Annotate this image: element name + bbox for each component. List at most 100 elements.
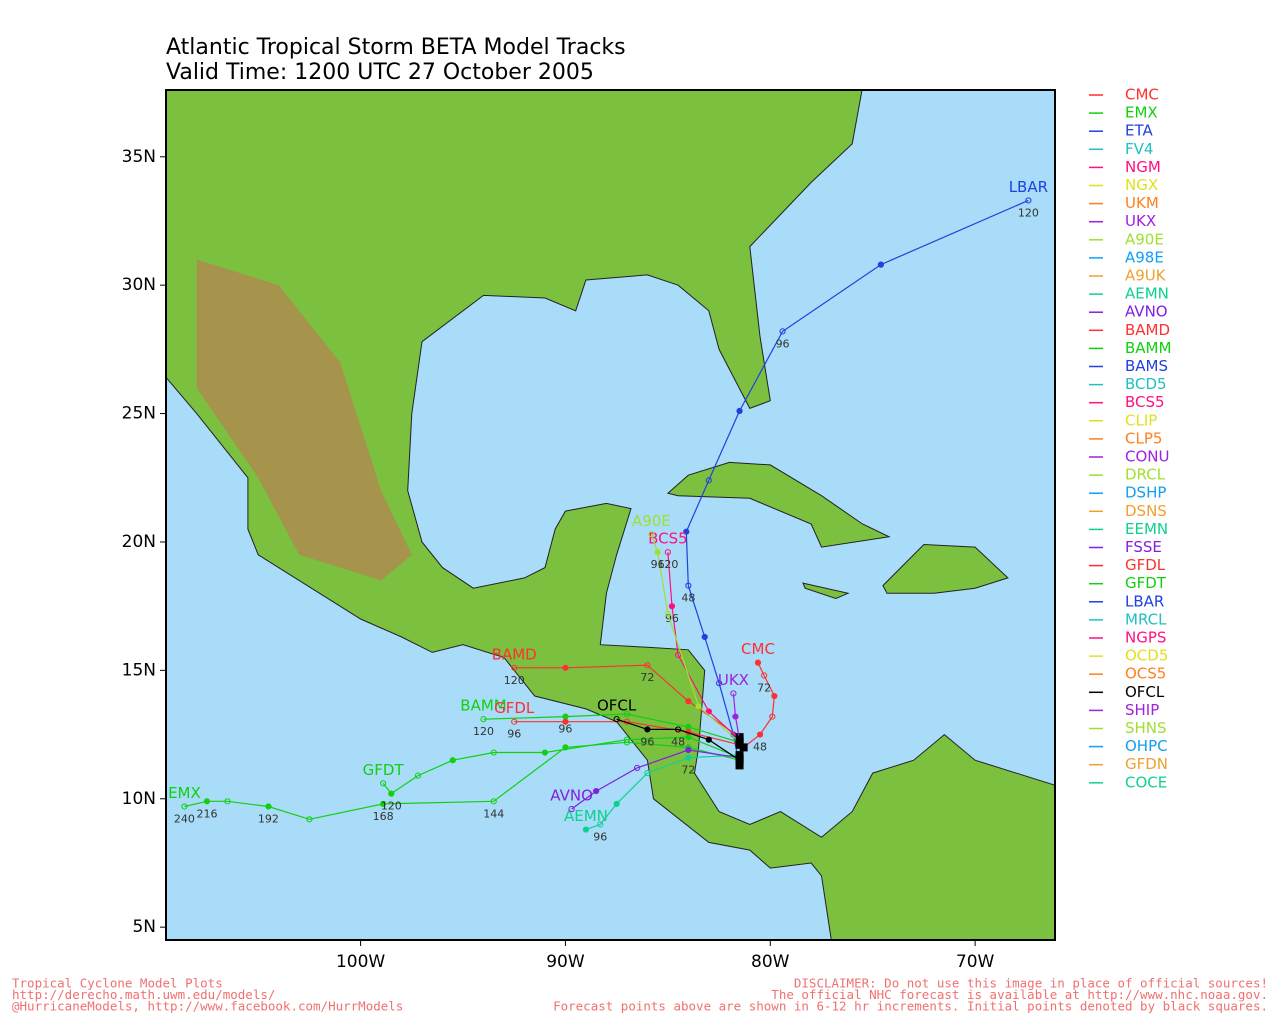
forecast-point [705, 736, 712, 743]
forecast-point [380, 780, 387, 787]
forecast-point [754, 659, 762, 666]
forecast-point [613, 716, 620, 723]
footer-left: @HurricaneModels, http://www.facebook.co… [12, 999, 403, 1014]
y-tick-label: 15N [122, 660, 156, 680]
footer-right: Forecast points above are shown in 6-12 … [553, 999, 1268, 1014]
legend-label: BAMD [1125, 321, 1170, 339]
hour-label: 72 [757, 681, 771, 694]
initial-point [739, 743, 748, 752]
legend-label: OCD5 [1125, 647, 1168, 665]
legend-label: UKM [1125, 194, 1159, 212]
legend-label: EEMN [1125, 520, 1168, 538]
forecast-point [480, 716, 487, 723]
forecast-point [644, 769, 651, 777]
hour-label: 216 [196, 807, 217, 820]
footer-right: DISCLAIMER: Do not use this image in pla… [794, 976, 1268, 991]
forecast-point [771, 692, 778, 700]
track-label: AEMN [564, 807, 608, 825]
legend-label: BCS5 [1125, 393, 1165, 411]
x-tick-label: 90W [546, 952, 585, 972]
forecast-point [597, 821, 604, 828]
axes: 100W 90W 80W 70W 5N 10N 15N 20N 25N 30N 35N [122, 147, 995, 972]
initial-point [735, 756, 744, 765]
forecast-point [683, 528, 690, 535]
legend-label: CONU [1125, 448, 1169, 466]
forecast-point [685, 734, 692, 741]
forecast-point [701, 633, 708, 641]
forecast-point [644, 726, 651, 733]
track-label: BAMM [460, 697, 506, 715]
footer-right: The official NHC forecast is available a… [771, 987, 1268, 1002]
legend-label: CLP5 [1125, 429, 1162, 447]
track-label: AVNO [550, 787, 593, 805]
track-label: GFDT [363, 761, 405, 779]
legend-label: NGPS [1125, 629, 1166, 647]
hour-label: 120 [381, 800, 402, 813]
forecast-point [562, 664, 569, 671]
hour-label: 96 [640, 735, 654, 748]
forecast-point [648, 531, 655, 538]
legend-label: LBAR [1125, 592, 1164, 610]
legend-label: SHIP [1125, 701, 1159, 719]
title: Atlantic Tropical Storm BETA Model Track… [166, 35, 626, 60]
highlands [196, 259, 412, 581]
forecast-point [1025, 197, 1032, 204]
land-hispaniola [882, 543, 1009, 594]
legend-label: A9UK [1125, 267, 1167, 285]
forecast-point [654, 549, 661, 556]
legend-label: DSHP [1125, 484, 1166, 502]
forecast-point [668, 603, 676, 610]
forecast-point [265, 803, 272, 810]
footer-left: http://derecho.math.uwm.edu/models/ [12, 987, 275, 1002]
forecast-point [562, 713, 569, 720]
legend-label: DSNS [1125, 502, 1167, 520]
forecast-point [541, 749, 549, 756]
forecast-point [613, 800, 620, 807]
forecast-point [623, 710, 630, 718]
hour-label: 72 [640, 671, 654, 684]
forecast-point [705, 708, 712, 715]
hour-label: 120 [473, 725, 494, 738]
legend-label: BAMS [1125, 357, 1168, 375]
forecast-point [562, 718, 569, 725]
forecast-point [511, 718, 518, 725]
hour-label: 120 [1018, 206, 1039, 219]
forecast-point [695, 703, 702, 710]
legend-label: AVNO [1125, 303, 1168, 321]
legend-label: UKX [1125, 212, 1156, 230]
forecast-point [388, 790, 395, 797]
hour-label: 48 [671, 735, 685, 748]
forecast-point [306, 816, 313, 823]
forecast-point [756, 731, 764, 738]
y-tick-label: 5N [132, 917, 156, 937]
forecast-point [685, 746, 692, 754]
map-frame [165, 89, 1056, 941]
legend-label: CMC [1125, 86, 1159, 104]
legend-label: A90E [1125, 230, 1164, 248]
hour-label: 240 [174, 812, 195, 825]
initial-point [735, 738, 744, 747]
hour-label: 96 [776, 337, 790, 350]
track-line [650, 534, 740, 743]
track-line [514, 721, 740, 746]
land-jamaica [802, 582, 850, 600]
hour-label: 192 [258, 812, 279, 825]
track-label: A90E [632, 512, 671, 530]
forecast-point [568, 805, 575, 813]
forecast-point [224, 798, 231, 805]
forecast-point [769, 713, 776, 720]
hour-label: 72 [681, 764, 695, 777]
forecast-point [705, 477, 712, 484]
legend-label: CLIP [1125, 411, 1157, 429]
legend-label: AEMN [1125, 285, 1169, 303]
footer-left: Tropical Cyclone Model Plots [12, 976, 223, 991]
legend-label: GFDT [1125, 574, 1167, 592]
forecast-point [715, 680, 723, 687]
forecast-point [380, 800, 387, 807]
forecast-point [730, 690, 737, 697]
track-label: GFDL [494, 699, 535, 717]
track-line [616, 718, 740, 761]
forecast-point [779, 328, 786, 335]
track-label: BCS5 [648, 530, 688, 548]
